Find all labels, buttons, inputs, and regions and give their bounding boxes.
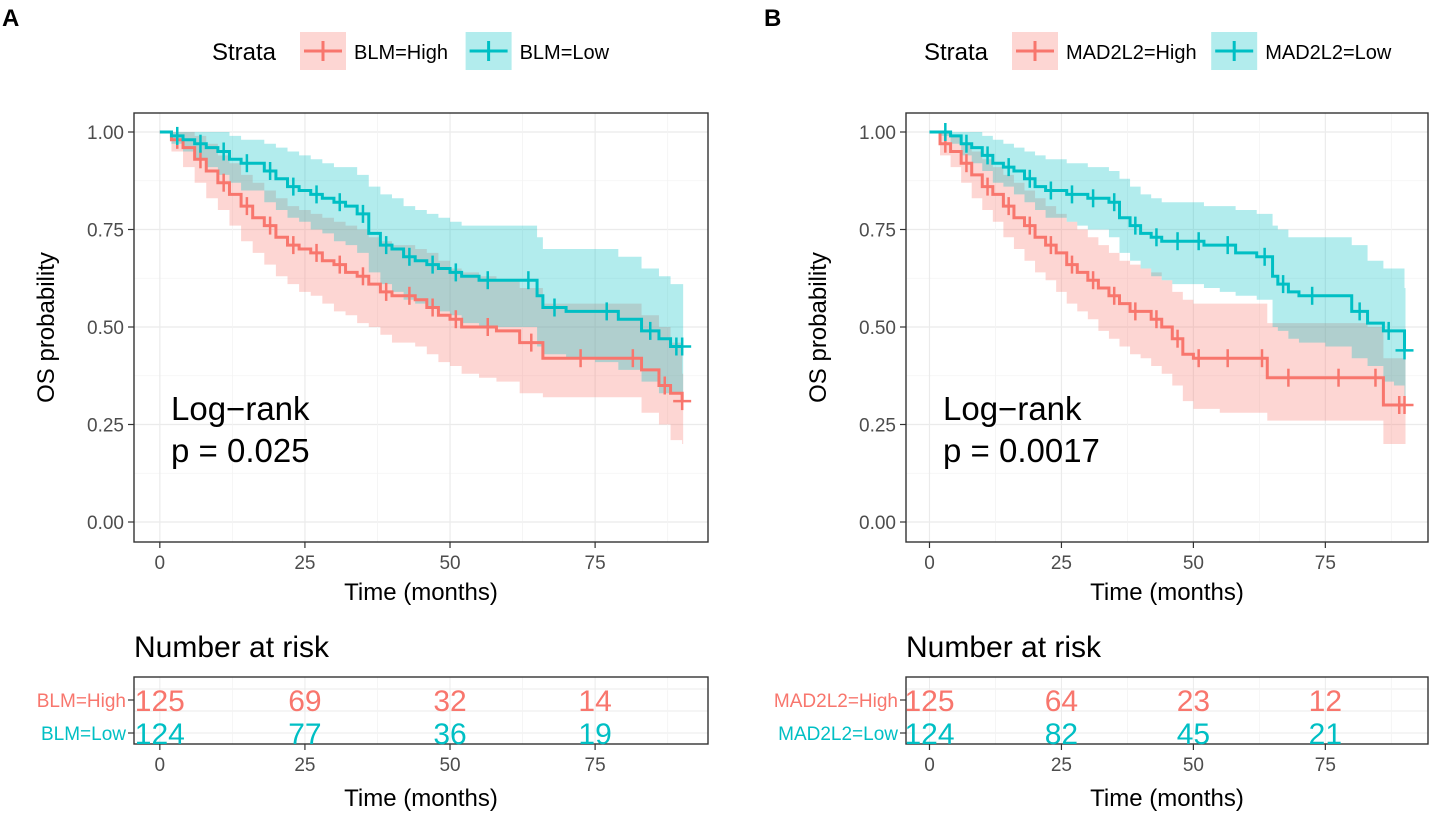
x-tick-label: 25 bbox=[294, 553, 315, 574]
legend: Strata BLM=High BLM=Low bbox=[212, 32, 610, 70]
y-tick-label: 0.25 bbox=[859, 416, 896, 437]
x-axis-title: Time (months) bbox=[1090, 579, 1244, 606]
y-tick-label: 0.75 bbox=[87, 221, 124, 242]
x-tick-label: 0 bbox=[924, 553, 935, 574]
risk-count: 12 bbox=[1309, 685, 1342, 718]
risk-count: 125 bbox=[904, 685, 954, 718]
y-tick-label: 0.00 bbox=[859, 513, 896, 534]
y-axis-title: OS probability bbox=[33, 252, 60, 403]
y-tick-label: 0.00 bbox=[87, 513, 124, 534]
risk-x-tick-label: 75 bbox=[585, 755, 606, 776]
risk-row-label: BLM=High bbox=[37, 691, 126, 712]
risk-table-title: Number at risk bbox=[134, 631, 330, 664]
legend-label: MAD2L2=Low bbox=[1265, 42, 1392, 64]
risk-table: Number at risk MAD2L2=High 125 64 23 12 MAD2L2… bbox=[774, 631, 1429, 812]
risk-x-tick-label: 25 bbox=[1051, 755, 1072, 776]
series-line-group bbox=[159, 130, 692, 411]
legend: Strata MAD2L2=High MAD2L2=Low bbox=[924, 32, 1392, 70]
series-blm-low bbox=[159, 132, 684, 394]
risk-table-border bbox=[133, 676, 709, 745]
risk-x-tick-label: 75 bbox=[1315, 755, 1336, 776]
risk-count: 23 bbox=[1177, 685, 1210, 718]
risk-count: 69 bbox=[288, 685, 321, 718]
km-panel-b: B Strata MAD2L2=High MAD2L2=Low Log−rank p = … bbox=[764, 5, 1429, 812]
logrank-annotation: Log−rank bbox=[171, 390, 310, 427]
logrank-annotation: p = 0.025 bbox=[171, 432, 310, 469]
survival-line bbox=[929, 130, 1405, 407]
x-tick-label: 25 bbox=[1051, 553, 1072, 574]
y-tick-label: 0.50 bbox=[859, 318, 896, 339]
risk-count: 32 bbox=[433, 685, 466, 718]
y-tick-label: 0.25 bbox=[87, 416, 124, 437]
x-tick-label: 75 bbox=[1315, 553, 1336, 574]
confidence-band bbox=[159, 132, 684, 444]
panel-label: B bbox=[764, 5, 781, 32]
risk-count: 14 bbox=[578, 685, 611, 718]
risk-x-tick-label: 50 bbox=[439, 755, 460, 776]
confidence-band bbox=[159, 132, 684, 394]
risk-table-title: Number at risk bbox=[906, 631, 1102, 664]
survival-line bbox=[929, 130, 1407, 351]
legend-title: Strata bbox=[924, 39, 989, 66]
risk-x-axis-title: Time (months) bbox=[1090, 785, 1244, 812]
gridlines bbox=[906, 113, 1428, 542]
gridlines bbox=[134, 113, 708, 542]
risk-x-tick-label: 0 bbox=[155, 755, 166, 776]
y-tick-label: 0.75 bbox=[859, 221, 896, 242]
legend-label: BLM=High bbox=[354, 42, 448, 64]
x-tick-label: 0 bbox=[155, 553, 166, 574]
risk-row-label: MAD2L2=Low bbox=[778, 724, 898, 745]
x-tick-label: 75 bbox=[585, 553, 606, 574]
series-blm-high bbox=[159, 132, 684, 444]
x-axis-title: Time (months) bbox=[344, 579, 498, 606]
km-panel-a: A Strata BLM=High BLM=Low Log−rank p = 0.025 0… bbox=[2, 5, 709, 812]
panel-label: A bbox=[2, 5, 19, 32]
logrank-annotation: p = 0.0017 bbox=[943, 432, 1100, 469]
x-tick-label: 50 bbox=[1183, 553, 1204, 574]
legend-title: Strata bbox=[212, 39, 277, 66]
risk-row-label: BLM=Low bbox=[41, 724, 126, 745]
risk-x-tick-label: 50 bbox=[1183, 755, 1204, 776]
legend-label: BLM=Low bbox=[520, 42, 610, 64]
x-tick-label: 50 bbox=[439, 553, 460, 574]
series-line-group bbox=[159, 126, 692, 356]
survival-line bbox=[159, 130, 683, 348]
y-tick-label: 1.00 bbox=[87, 123, 124, 144]
legend-label: MAD2L2=High bbox=[1066, 42, 1197, 64]
risk-row-label: MAD2L2=High bbox=[774, 691, 898, 712]
risk-x-axis-title: Time (months) bbox=[344, 785, 498, 812]
risk-table-border bbox=[905, 676, 1429, 745]
confidence-band bbox=[929, 132, 1406, 405]
series-mad2l2-low bbox=[929, 132, 1406, 405]
y-tick-label: 0.50 bbox=[87, 318, 124, 339]
risk-count: 64 bbox=[1045, 685, 1078, 718]
series-line-group bbox=[929, 130, 1414, 414]
series-line-group bbox=[929, 123, 1414, 360]
risk-count: 125 bbox=[135, 685, 185, 718]
risk-x-tick-label: 0 bbox=[924, 755, 935, 776]
y-tick-label: 1.00 bbox=[859, 123, 896, 144]
confidence-band bbox=[929, 132, 1406, 444]
risk-x-tick-label: 25 bbox=[294, 755, 315, 776]
series-mad2l2-high bbox=[929, 132, 1406, 444]
y-axis-title: OS probability bbox=[805, 252, 832, 403]
logrank-annotation: Log−rank bbox=[943, 390, 1082, 427]
